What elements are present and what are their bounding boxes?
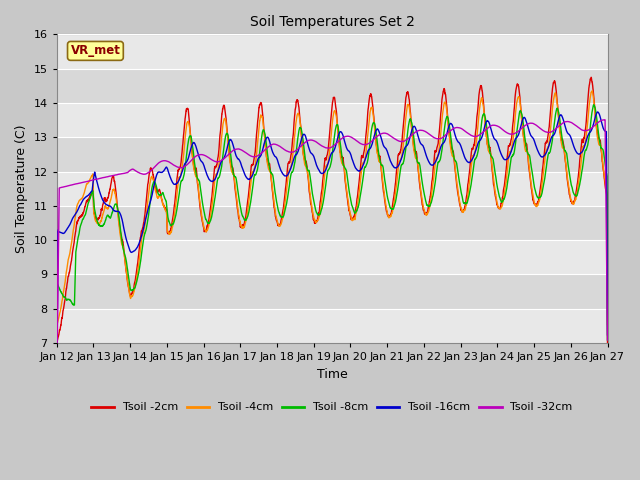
Bar: [57, 309, 607, 343]
Bar: [57, 137, 607, 171]
Bar: [57, 103, 607, 137]
Bar: [57, 35, 607, 69]
Bar: [57, 240, 607, 275]
Bar: [57, 69, 607, 103]
Title: Soil Temperatures Set 2: Soil Temperatures Set 2: [250, 15, 415, 29]
Bar: [57, 171, 607, 206]
Legend: Tsoil -2cm, Tsoil -4cm, Tsoil -8cm, Tsoil -16cm, Tsoil -32cm: Tsoil -2cm, Tsoil -4cm, Tsoil -8cm, Tsoi…: [87, 398, 577, 417]
Bar: [57, 206, 607, 240]
Y-axis label: Soil Temperature (C): Soil Temperature (C): [15, 124, 28, 253]
X-axis label: Time: Time: [317, 368, 348, 381]
Text: VR_met: VR_met: [70, 44, 120, 58]
Bar: [57, 275, 607, 309]
